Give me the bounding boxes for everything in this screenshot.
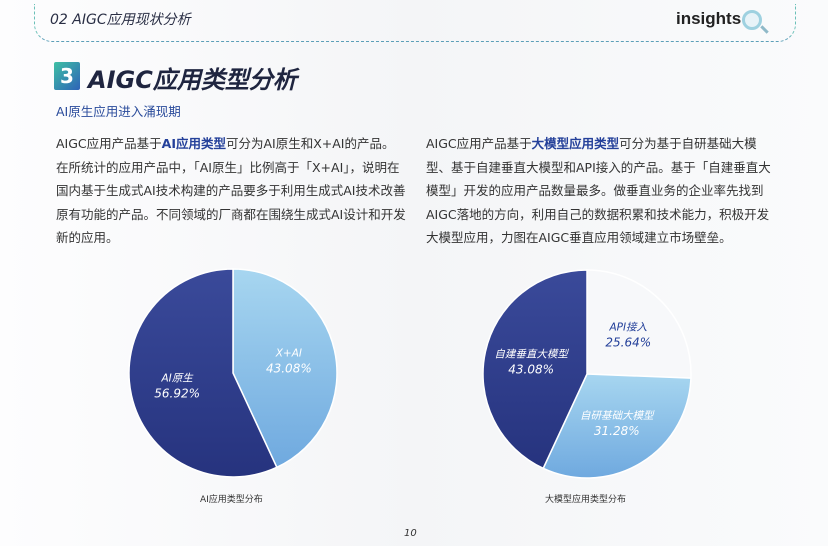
pie-slice-value: 43.08% [266,362,312,376]
pie-slice-value: 25.64% [605,335,651,349]
left-paragraph: AIGC应用产品基于AI应用类型可分为AI原生和X+AI的产品。在所统计的应用产… [56,132,406,250]
highlight: AI应用类型 [161,136,226,151]
insights-logo: insights [676,9,742,28]
section-number: 3 [54,62,80,90]
pie-slice-value: 31.28% [594,424,640,438]
pie-slice [542,373,692,479]
pie-slice [586,269,692,379]
pie-slice-value: 43.08% [508,363,554,377]
text: AIGC应用产品基于 [56,136,162,151]
page-title: AIGC应用类型分析 [88,66,297,94]
right-paragraph: AIGC应用产品基于大模型应用类型可分为基于自研基础大模型、基于自建垂直大模型和… [426,132,771,250]
pie-slice [232,268,338,469]
pie-slice-label: 自建垂直大模型 [494,349,569,361]
page-number: 10 [404,528,417,539]
magnifier-icon [742,10,762,30]
text: AIGC应用产品基于 [426,136,532,151]
chart-caption: 大模型应用类型分布 [545,495,627,505]
pie-slice-label: AI原生 [161,372,195,384]
pie-slice [482,269,588,470]
text: 可分为基于自研基础大模型、基于自建垂直大模型和API接入的产品。基于「自建垂直大… [426,136,771,245]
section-header-title: 02 AIGC应用现状分析 [50,12,191,28]
pie-slice-label: API接入 [608,321,647,333]
pie-slice-value: 56.92% [154,386,200,400]
page-header [34,4,796,42]
page-subtitle: AI原生应用进入涌现期 [56,104,181,119]
pie-slice-label: 自研基础大模型 [580,410,655,422]
chart-caption: AI应用类型分布 [200,495,263,505]
text: 可分为AI原生和X+AI的产品。在所统计的应用产品中，「AI原生」比例高于「X+… [56,136,406,245]
pie-slice-label: X+AI [275,348,302,360]
pie-slice [128,268,278,478]
highlight: 大模型应用类型 [531,136,620,151]
